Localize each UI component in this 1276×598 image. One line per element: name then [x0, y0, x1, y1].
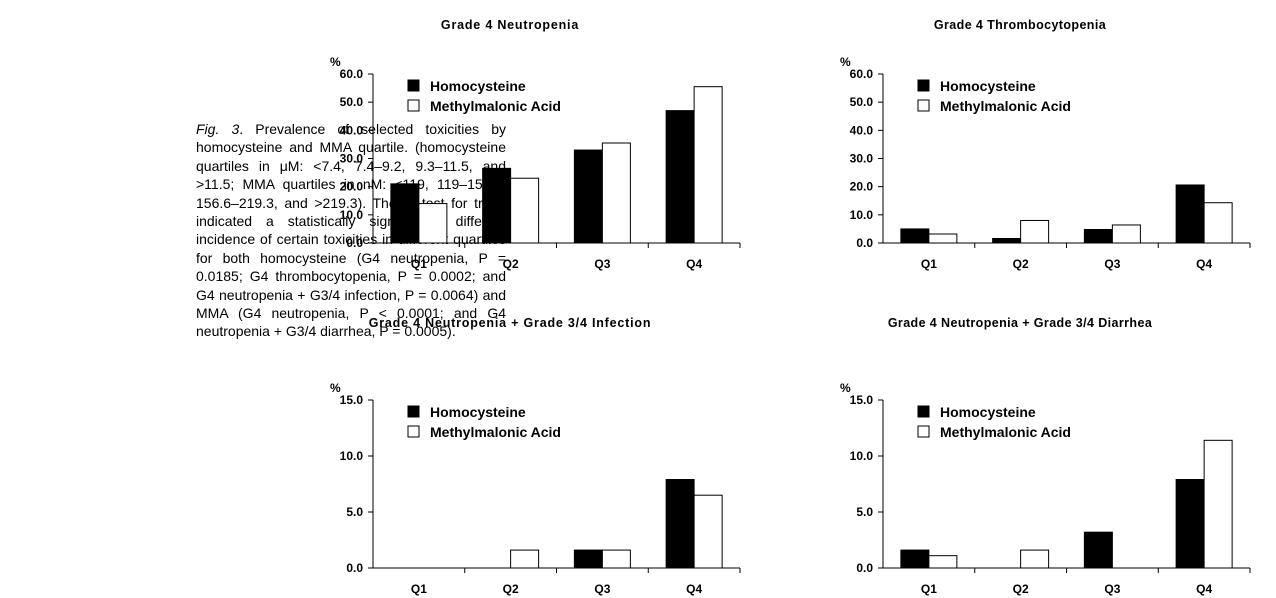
- y-tick-label: 20.0: [340, 180, 364, 194]
- x-tick-label: Q4: [1196, 257, 1212, 271]
- y-axis-label: %: [840, 55, 851, 69]
- bar-homocysteine: [1175, 479, 1205, 569]
- y-tick-label: 0.0: [856, 236, 873, 250]
- x-tick-label: Q3: [594, 257, 610, 271]
- bar-methylmalonic-acid: [1111, 224, 1141, 244]
- bar-methylmalonic-acid: [928, 555, 958, 569]
- figure-label: Fig. 3: [196, 121, 240, 137]
- legend-label: Homocysteine: [940, 404, 1036, 420]
- legend-swatch: [407, 405, 420, 418]
- chart-title: Grade 4 Neutropenia + Grade 3/4 Infectio…: [368, 316, 652, 330]
- chart-svg: % 0.0 5.0 10.0 15.0 Q1 Q2 Q3 Q4 Homocysteine Methy…: [840, 381, 1251, 596]
- bar-methylmalonic-acid: [928, 233, 958, 244]
- legend-swatch: [917, 79, 930, 92]
- y-tick-label: 30.0: [340, 152, 364, 166]
- bar-methylmalonic-acid: [1020, 549, 1050, 569]
- x-tick-label: Q1: [921, 257, 937, 271]
- x-tick-label: Q1: [921, 582, 937, 596]
- chart-svg: % 0.0 5.0 10.0 15.0 Q1 Q2 Q3 Q4 Homocysteine Methy…: [330, 381, 741, 596]
- bar-homocysteine: [900, 228, 930, 244]
- legend-swatch: [407, 79, 420, 92]
- y-tick-label: 60.0: [850, 67, 874, 81]
- legend-swatch: [917, 99, 930, 112]
- bar-methylmalonic-acid: [510, 177, 540, 244]
- y-tick-label: 40.0: [850, 123, 874, 137]
- chart-neutropenia-diarrhea: Grade 4 Neutropenia + Grade 3/4 Diarrhea…: [780, 298, 1260, 598]
- x-tick-label: Q1: [411, 257, 427, 271]
- bar-homocysteine: [482, 167, 512, 244]
- y-tick-label: 10.0: [850, 449, 874, 463]
- y-tick-label: 5.0: [856, 505, 873, 519]
- x-tick-label: Q3: [1104, 257, 1120, 271]
- chart-svg: % 0.0 10.0 20.0 30.0 40.0 50.0 60.0 Q1 Q2 Q3 Q4 Homo…: [330, 55, 741, 271]
- chart-svg: % 0.0 10.0 20.0 30.0 40.0 50.0 60.0 Q1 Q2 Q3 Q4 Homo…: [840, 55, 1251, 271]
- chart-grade4-neutropenia: Grade 4 Neutropenia % 0.0 10.0 20.0 30.0 40.0…: [270, 0, 750, 300]
- legend-label: Methylmalonic Acid: [940, 98, 1071, 114]
- y-axis-label: %: [330, 55, 341, 69]
- x-tick-label: Q3: [594, 582, 610, 596]
- y-axis-label: %: [330, 381, 341, 395]
- x-tick-label: Q4: [686, 257, 702, 271]
- bar-methylmalonic-acid: [1020, 219, 1050, 244]
- legend-swatch: [407, 99, 420, 112]
- bar-methylmalonic-acid: [1203, 439, 1233, 569]
- bar-homocysteine: [1175, 184, 1205, 244]
- legend-label: Homocysteine: [430, 404, 526, 420]
- y-tick-label: 15.0: [850, 393, 874, 407]
- x-tick-label: Q4: [1196, 582, 1212, 596]
- bar-homocysteine: [573, 549, 603, 569]
- chart-title: Grade 4 Thrombocytopenia: [933, 18, 1107, 32]
- y-tick-label: 15.0: [340, 393, 364, 407]
- y-tick-label: 10.0: [850, 208, 874, 222]
- y-tick-label: 60.0: [340, 67, 364, 81]
- x-tick-label: Q2: [503, 582, 519, 596]
- y-tick-label: 30.0: [850, 152, 874, 166]
- bar-methylmalonic-acid: [1203, 202, 1233, 244]
- chart-title: Grade 4 Neutropenia + Grade 3/4 Diarrhea: [887, 316, 1153, 330]
- bar-methylmalonic-acid: [510, 549, 540, 569]
- legend-label: Homocysteine: [940, 78, 1036, 94]
- y-tick-label: 20.0: [850, 180, 874, 194]
- y-tick-label: 0.0: [346, 236, 363, 250]
- x-tick-label: Q2: [503, 257, 519, 271]
- chart-grade4-thrombocytopenia: Grade 4 Thrombocytopenia % 0.0 10.0 20.0 30.…: [780, 0, 1260, 300]
- x-tick-label: Q4: [686, 582, 702, 596]
- bar-methylmalonic-acid: [418, 203, 448, 244]
- y-tick-label: 5.0: [346, 505, 363, 519]
- y-tick-label: 50.0: [850, 95, 874, 109]
- x-tick-label: Q1: [411, 582, 427, 596]
- legend-label: Methylmalonic Acid: [940, 424, 1071, 440]
- y-tick-label: 0.0: [856, 561, 873, 575]
- legend-label: Methylmalonic Acid: [430, 424, 561, 440]
- legend-swatch: [917, 405, 930, 418]
- chart-neutropenia-infection: Grade 4 Neutropenia + Grade 3/4 Infectio…: [270, 298, 750, 598]
- chart-title: Grade 4 Neutropenia: [440, 18, 580, 32]
- bar-homocysteine: [390, 183, 420, 244]
- bar-homocysteine: [573, 149, 603, 244]
- bar-homocysteine: [1083, 228, 1113, 244]
- bar-homocysteine: [665, 479, 695, 569]
- legend-label: Methylmalonic Acid: [430, 98, 561, 114]
- y-tick-label: 10.0: [340, 449, 364, 463]
- y-tick-label: 40.0: [340, 123, 364, 137]
- y-tick-label: 0.0: [346, 561, 363, 575]
- bar-methylmalonic-acid: [601, 142, 631, 244]
- y-tick-label: 50.0: [340, 95, 364, 109]
- bar-methylmalonic-acid: [601, 549, 631, 569]
- x-tick-label: Q3: [1104, 582, 1120, 596]
- bar-homocysteine: [665, 110, 695, 244]
- bar-methylmalonic-acid: [693, 494, 723, 569]
- legend-swatch: [917, 425, 930, 438]
- bar-homocysteine: [992, 237, 1022, 244]
- bar-homocysteine: [900, 549, 930, 569]
- x-tick-label: Q2: [1013, 582, 1029, 596]
- x-tick-label: Q2: [1013, 257, 1029, 271]
- bar-homocysteine: [1083, 531, 1113, 569]
- bar-methylmalonic-acid: [693, 86, 723, 244]
- y-tick-label: 10.0: [340, 208, 364, 222]
- legend-label: Homocysteine: [430, 78, 526, 94]
- y-axis-label: %: [840, 381, 851, 395]
- legend-swatch: [407, 425, 420, 438]
